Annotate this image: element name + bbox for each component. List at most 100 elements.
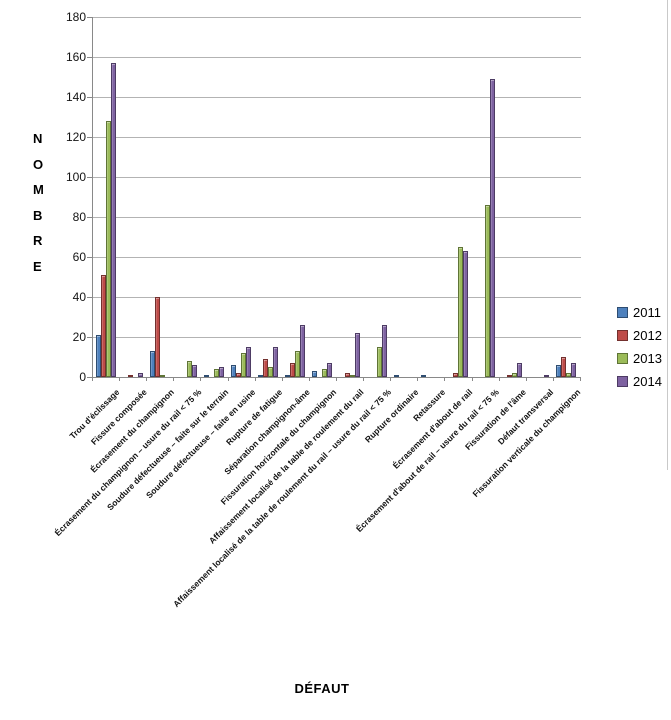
- bar-2013: [295, 351, 301, 377]
- bar-2012: [453, 373, 458, 377]
- bar-2011: [393, 375, 399, 377]
- y-axis-title-letter: R: [33, 233, 43, 248]
- bar-2011: [312, 371, 318, 377]
- legend-item: 2012: [617, 329, 662, 342]
- y-axis-title-letter: B: [33, 207, 43, 223]
- bar-2013: [186, 361, 192, 377]
- bar-2014: [381, 325, 387, 377]
- y-tick: [87, 337, 92, 338]
- y-axis-title-letter: O: [33, 156, 44, 172]
- y-tick: [87, 177, 92, 178]
- bar-2014: [137, 373, 143, 377]
- y-tick: [87, 17, 92, 18]
- y-tick: [87, 217, 92, 218]
- bar-2014: [246, 347, 252, 377]
- bar-2014: [571, 363, 577, 377]
- legend-label: 2011: [633, 305, 661, 320]
- x-tick: [92, 377, 93, 381]
- bar-2012: [344, 373, 350, 377]
- y-tick: [87, 97, 92, 98]
- bar-2013: [566, 373, 572, 377]
- x-tick: [552, 377, 554, 381]
- x-tick: [525, 377, 527, 381]
- bar-2013: [349, 375, 355, 377]
- legend-item: 2014: [617, 375, 662, 388]
- bar-2011: [258, 375, 264, 377]
- y-tick-label: 60: [72, 250, 86, 264]
- bar-2014: [273, 347, 279, 377]
- x-tick: [146, 377, 148, 381]
- bar-2011: [231, 365, 237, 377]
- gridline: [92, 97, 581, 98]
- y-tick-label: 140: [65, 90, 86, 104]
- x-axis-title: DÉFAUT: [294, 681, 350, 696]
- bar-2011: [285, 375, 291, 377]
- bar-2014: [354, 333, 360, 377]
- y-tick: [87, 377, 92, 378]
- gridline: [92, 337, 581, 338]
- legend-swatch-2014: [617, 376, 628, 387]
- y-axis-title-letter: M: [33, 182, 44, 197]
- bar-2014: [517, 363, 523, 377]
- x-tick: [281, 377, 283, 381]
- bar-2011: [420, 375, 426, 377]
- x-tick: [308, 377, 310, 381]
- bar-2012: [507, 375, 513, 377]
- x-tick: [471, 377, 473, 381]
- bar-2013: [322, 369, 328, 377]
- bar-2014: [490, 79, 496, 377]
- bar-2013: [485, 205, 491, 377]
- x-tick: [580, 377, 581, 381]
- bar-2012: [561, 357, 567, 377]
- gridline: [92, 17, 581, 18]
- x-tick: [200, 377, 202, 381]
- y-tick-label: 20: [72, 330, 86, 344]
- legend-item: 2013: [617, 352, 662, 365]
- bar-2013: [159, 375, 165, 377]
- bar-2013: [105, 121, 111, 377]
- bar-2013: [458, 247, 463, 377]
- bar-2013: [241, 353, 247, 377]
- x-tick: [417, 377, 419, 381]
- legend-label: 2012: [633, 328, 662, 343]
- legend-label: 2014: [633, 374, 662, 389]
- x-tick: [227, 377, 229, 381]
- y-axis: [92, 17, 93, 377]
- figure-right-border: [667, 0, 668, 470]
- bar-2014: [544, 375, 550, 377]
- y-tick-label: 160: [65, 50, 86, 64]
- legend-item: 2011: [617, 306, 661, 319]
- y-tick-label: 0: [79, 370, 86, 384]
- y-tick-label: 80: [72, 210, 86, 224]
- x-tick: [444, 377, 446, 381]
- y-axis-title-letter: N: [33, 131, 43, 146]
- x-tick: [254, 377, 256, 381]
- gridline: [92, 257, 581, 258]
- gridline: [92, 297, 581, 298]
- gridline: [92, 177, 581, 178]
- bar-2014: [463, 251, 468, 377]
- x-tick: [336, 377, 337, 381]
- x-tick: [498, 377, 500, 381]
- bar-2013: [214, 369, 219, 377]
- legend-swatch-2011: [617, 307, 628, 318]
- bar-2011: [556, 365, 562, 377]
- bar-2011: [95, 335, 101, 377]
- gridline: [92, 57, 581, 58]
- y-tick: [87, 137, 92, 138]
- y-tick-label: 180: [65, 10, 86, 24]
- bar-2012: [127, 375, 133, 377]
- y-tick-label: 120: [65, 130, 86, 144]
- bar-2012: [290, 363, 296, 377]
- bar-2013: [268, 367, 274, 377]
- bar-2014: [300, 325, 306, 377]
- bar-2012: [100, 275, 106, 377]
- bar-2014: [219, 367, 224, 377]
- x-tick: [173, 377, 175, 381]
- x-tick: [119, 377, 121, 381]
- bar-2011: [149, 351, 155, 377]
- bar-2011: [204, 375, 209, 377]
- legend-swatch-2013: [617, 353, 628, 364]
- y-tick: [87, 297, 92, 298]
